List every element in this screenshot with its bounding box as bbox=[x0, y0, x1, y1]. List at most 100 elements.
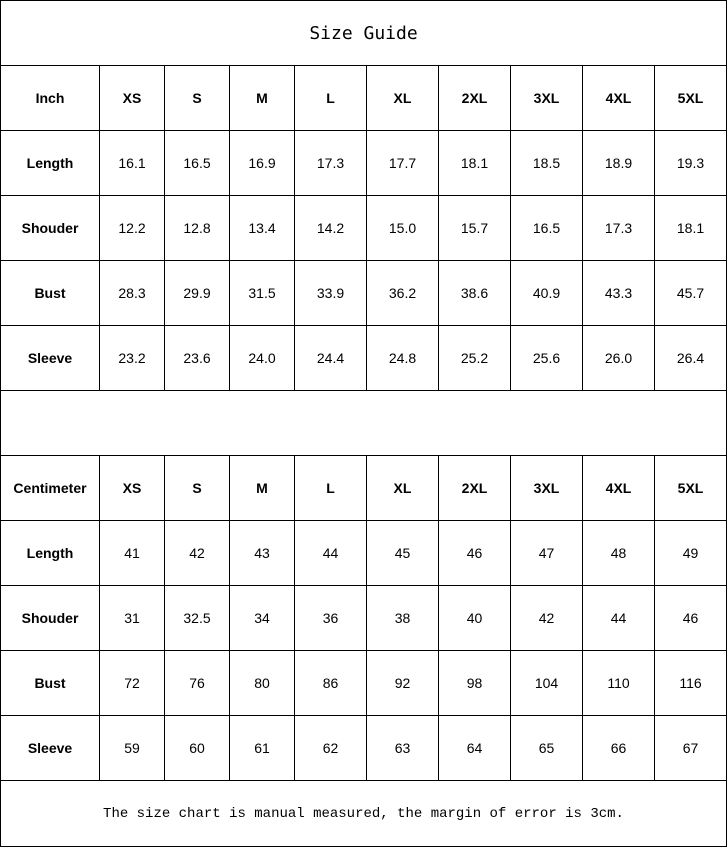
measurement-cell: 33.9 bbox=[294, 260, 367, 326]
measurement-cell: 13.4 bbox=[229, 195, 295, 261]
size-header: M bbox=[229, 65, 295, 131]
measurement-cell: 25.2 bbox=[438, 325, 511, 391]
measurement-cell: 16.5 bbox=[164, 130, 230, 196]
row-label: Bust bbox=[0, 260, 100, 326]
size-header: XS bbox=[99, 65, 165, 131]
measurement-cell: 64 bbox=[438, 715, 511, 781]
size-header: 5XL bbox=[654, 455, 727, 521]
unit-label: Centimeter bbox=[0, 455, 100, 521]
measurement-cell: 116 bbox=[654, 650, 727, 716]
unit-label: Inch bbox=[0, 65, 100, 131]
measurement-cell: 44 bbox=[294, 520, 367, 586]
measurement-cell: 25.6 bbox=[510, 325, 583, 391]
size-header: XS bbox=[99, 455, 165, 521]
row-label: Shouder bbox=[0, 195, 100, 261]
measurement-cell: 31 bbox=[99, 585, 165, 651]
title-row: Size Guide bbox=[0, 0, 727, 66]
measurement-cell: 36.2 bbox=[366, 260, 439, 326]
size-header: 4XL bbox=[582, 455, 655, 521]
size-header: L bbox=[294, 455, 367, 521]
measurement-cell: 28.3 bbox=[99, 260, 165, 326]
spacer-cell bbox=[0, 390, 727, 456]
measurement-cell: 80 bbox=[229, 650, 295, 716]
measurement-cell: 40 bbox=[438, 585, 511, 651]
centimeter-header-row: Centimeter XS S M L XL 2XL 3XL 4XL 5XL bbox=[0, 455, 727, 521]
measurement-cell: 26.0 bbox=[582, 325, 655, 391]
measurement-cell: 38 bbox=[366, 585, 439, 651]
measurement-cell: 66 bbox=[582, 715, 655, 781]
table-row: Length 16.1 16.5 16.9 17.3 17.7 18.1 18.5 18.9 19… bbox=[0, 130, 727, 196]
measurement-cell: 17.3 bbox=[294, 130, 367, 196]
measurement-cell: 31.5 bbox=[229, 260, 295, 326]
measurement-cell: 45.7 bbox=[654, 260, 727, 326]
row-label: Shouder bbox=[0, 585, 100, 651]
row-label: Sleeve bbox=[0, 325, 100, 391]
table-row: Shouder 12.2 12.8 13.4 14.2 15.0 15.7 16.5 17.3 1… bbox=[0, 195, 727, 261]
table-row: Sleeve 59 60 61 62 63 64 65 66 67 bbox=[0, 715, 727, 781]
measurement-cell: 41 bbox=[99, 520, 165, 586]
measurement-cell: 67 bbox=[654, 715, 727, 781]
size-header: XL bbox=[366, 65, 439, 131]
measurement-cell: 76 bbox=[164, 650, 230, 716]
measurement-cell: 18.1 bbox=[654, 195, 727, 261]
size-header: 4XL bbox=[582, 65, 655, 131]
measurement-cell: 45 bbox=[366, 520, 439, 586]
row-label: Sleeve bbox=[0, 715, 100, 781]
size-header: S bbox=[164, 65, 230, 131]
measurement-cell: 17.7 bbox=[366, 130, 439, 196]
measurement-cell: 110 bbox=[582, 650, 655, 716]
note-row: The size chart is manual measured, the m… bbox=[0, 780, 727, 847]
measurement-cell: 16.5 bbox=[510, 195, 583, 261]
measurement-cell: 46 bbox=[438, 520, 511, 586]
measurement-cell: 62 bbox=[294, 715, 367, 781]
measurement-cell: 86 bbox=[294, 650, 367, 716]
size-header: 3XL bbox=[510, 455, 583, 521]
measurement-cell: 18.9 bbox=[582, 130, 655, 196]
measurement-cell: 44 bbox=[582, 585, 655, 651]
measurement-cell: 63 bbox=[366, 715, 439, 781]
measurement-cell: 24.8 bbox=[366, 325, 439, 391]
size-header: L bbox=[294, 65, 367, 131]
measurement-cell: 48 bbox=[582, 520, 655, 586]
measurement-cell: 16.9 bbox=[229, 130, 295, 196]
measurement-cell: 60 bbox=[164, 715, 230, 781]
measurement-cell: 43.3 bbox=[582, 260, 655, 326]
row-label: Length bbox=[0, 130, 100, 196]
size-header: 2XL bbox=[438, 455, 511, 521]
size-header: 5XL bbox=[654, 65, 727, 131]
measurement-cell: 15.0 bbox=[366, 195, 439, 261]
measurement-cell: 92 bbox=[366, 650, 439, 716]
size-header: 3XL bbox=[510, 65, 583, 131]
table-row: Sleeve 23.2 23.6 24.0 24.4 24.8 25.2 25.6 26.0 26… bbox=[0, 325, 727, 391]
measurement-cell: 98 bbox=[438, 650, 511, 716]
table-row: Bust 72 76 80 86 92 98 104 110 116 bbox=[0, 650, 727, 716]
measurement-cell: 65 bbox=[510, 715, 583, 781]
table-row: Shouder 31 32.5 34 36 38 40 42 44 46 bbox=[0, 585, 727, 651]
measurement-cell: 12.2 bbox=[99, 195, 165, 261]
inch-header-row: Inch XS S M L XL 2XL 3XL 4XL 5XL bbox=[0, 65, 727, 131]
measurement-cell: 61 bbox=[229, 715, 295, 781]
measurement-cell: 42 bbox=[510, 585, 583, 651]
measurement-cell: 29.9 bbox=[164, 260, 230, 326]
measurement-cell: 36 bbox=[294, 585, 367, 651]
measurement-cell: 38.6 bbox=[438, 260, 511, 326]
measurement-cell: 15.7 bbox=[438, 195, 511, 261]
table-row: Length 41 42 43 44 45 46 47 48 49 bbox=[0, 520, 727, 586]
measurement-cell: 46 bbox=[654, 585, 727, 651]
size-header: 2XL bbox=[438, 65, 511, 131]
measurement-cell: 26.4 bbox=[654, 325, 727, 391]
size-header: XL bbox=[366, 455, 439, 521]
measurement-cell: 24.0 bbox=[229, 325, 295, 391]
measurement-cell: 17.3 bbox=[582, 195, 655, 261]
measurement-cell: 18.5 bbox=[510, 130, 583, 196]
measurement-cell: 12.8 bbox=[164, 195, 230, 261]
row-label: Bust bbox=[0, 650, 100, 716]
measurement-cell: 40.9 bbox=[510, 260, 583, 326]
size-header: S bbox=[164, 455, 230, 521]
measurement-cell: 42 bbox=[164, 520, 230, 586]
measurement-cell: 47 bbox=[510, 520, 583, 586]
size-header: M bbox=[229, 455, 295, 521]
measurement-cell: 72 bbox=[99, 650, 165, 716]
measurement-cell: 32.5 bbox=[164, 585, 230, 651]
row-label: Length bbox=[0, 520, 100, 586]
